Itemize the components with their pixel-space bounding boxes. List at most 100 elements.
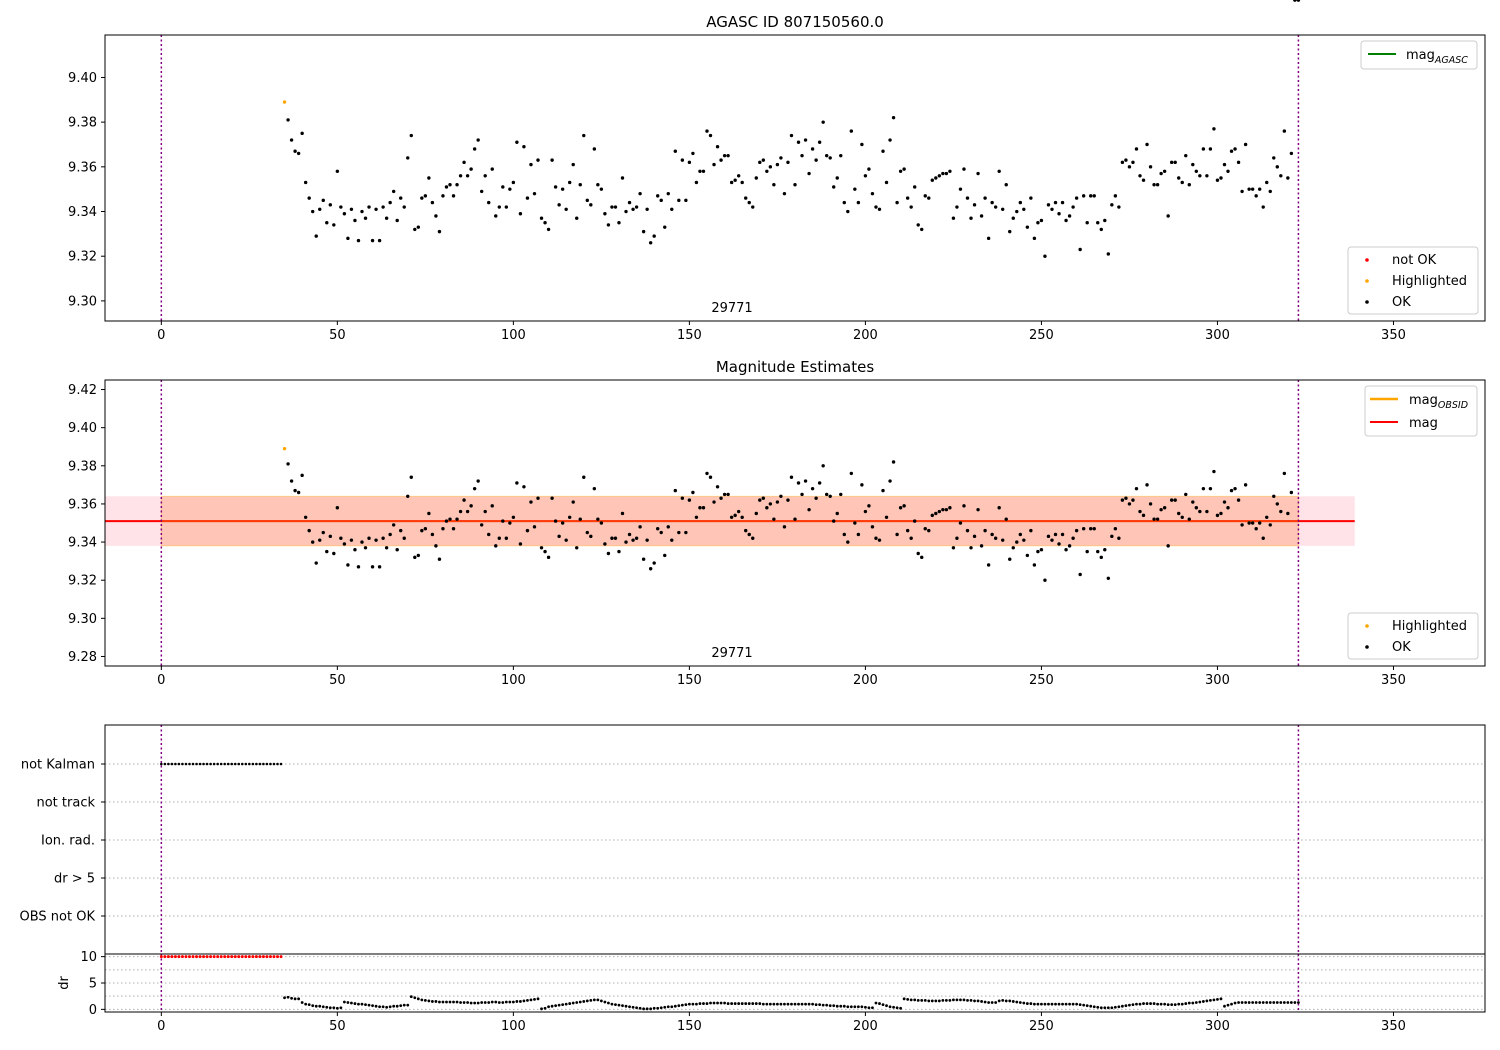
- not-ok-dr-point: [226, 955, 230, 959]
- ok-point: [490, 167, 494, 171]
- ok-point: [684, 198, 688, 203]
- ok-point: [1141, 513, 1146, 518]
- not-ok-dr-point: [170, 955, 174, 959]
- dr-point: [448, 1000, 452, 1004]
- x-tick-label: 50: [329, 673, 346, 688]
- ok-point: [856, 532, 861, 537]
- dr-point: [638, 1006, 642, 1010]
- dr-point: [473, 1001, 477, 1005]
- not-kalman-point: [240, 762, 244, 766]
- ok-point: [603, 542, 607, 546]
- dr-point: [687, 1002, 691, 1006]
- ok-point: [1194, 506, 1199, 510]
- ok-point: [416, 553, 421, 558]
- dr-point: [480, 1001, 484, 1004]
- dr-point: [948, 999, 952, 1002]
- ok-point: [546, 555, 551, 560]
- ok-point: [321, 530, 325, 535]
- ok-point: [638, 525, 642, 529]
- ok-point: [451, 527, 456, 531]
- ok-point: [1191, 500, 1195, 504]
- not-kalman-point: [272, 762, 276, 766]
- ok-point: [1050, 207, 1054, 211]
- dr-point: [374, 1004, 378, 1008]
- ok-point: [835, 176, 839, 180]
- x-tick-label: 200: [853, 328, 878, 343]
- ok-point: [1240, 189, 1244, 194]
- y-tick-label: 9.38: [68, 459, 97, 474]
- dr-point: [673, 1004, 677, 1008]
- ok-point: [1219, 176, 1223, 180]
- dr-point: [628, 1005, 631, 1009]
- ok-point: [1173, 160, 1177, 165]
- ok-point: [1099, 227, 1103, 232]
- ok-point: [1180, 180, 1184, 185]
- ok-point: [409, 133, 413, 138]
- ok-point: [1148, 165, 1153, 169]
- ok-point: [870, 191, 875, 196]
- ok-point: [420, 196, 424, 200]
- ok-point: [1212, 469, 1216, 474]
- ok-point: [708, 133, 713, 138]
- dr-point: [416, 997, 420, 1001]
- ok-point: [1011, 216, 1015, 220]
- ok-point: [430, 200, 435, 205]
- dr-point: [304, 1002, 308, 1006]
- dr-point: [1138, 1002, 1142, 1006]
- ok-point: [395, 218, 399, 223]
- ok-point: [754, 176, 758, 180]
- ok-point: [1110, 203, 1114, 207]
- ok-point: [332, 223, 336, 227]
- not-kalman-point: [212, 762, 216, 766]
- ok-point: [1229, 488, 1234, 493]
- legend-label-not-ok: not OK: [1392, 253, 1437, 268]
- not-kalman-point: [233, 762, 237, 766]
- dr-point: [610, 1002, 614, 1006]
- ok-point: [427, 176, 431, 180]
- not-kalman-point: [237, 762, 241, 766]
- ok-point: [1272, 494, 1276, 499]
- not-kalman-point: [160, 762, 163, 766]
- dr-point: [311, 1004, 315, 1008]
- ok-point: [529, 162, 533, 167]
- dr-point: [1025, 1002, 1029, 1005]
- ok-point: [1159, 507, 1163, 512]
- ok-point: [1046, 534, 1051, 539]
- ok-point: [406, 494, 410, 499]
- ok-point: [958, 187, 963, 191]
- ok-point: [920, 227, 924, 232]
- ok-point: [532, 525, 537, 529]
- not-ok-dr-point: [258, 955, 262, 959]
- dr-point: [1096, 1005, 1100, 1009]
- ok-point: [1064, 547, 1068, 552]
- dr-point: [1265, 1001, 1269, 1004]
- dr-point: [1001, 999, 1005, 1002]
- ok-point: [1173, 498, 1177, 502]
- dr-point: [695, 1002, 698, 1006]
- dr-point: [1156, 1002, 1160, 1006]
- ok-point: [469, 167, 473, 171]
- not-ok-dr-point: [219, 955, 223, 959]
- dr-point: [1282, 1001, 1286, 1004]
- ok-point: [842, 532, 846, 537]
- ok-point: [289, 479, 294, 483]
- legend-label-mag: mag: [1406, 48, 1435, 63]
- ok-point: [1233, 147, 1237, 151]
- dr-point: [392, 1004, 396, 1008]
- ok-point: [515, 140, 519, 144]
- ok-point: [479, 189, 484, 194]
- dr-point: [1177, 1002, 1181, 1006]
- ok-point: [867, 167, 871, 171]
- ok-point: [641, 557, 646, 561]
- ok-point: [451, 194, 456, 198]
- ok-point: [1071, 205, 1075, 209]
- dr-point: [709, 1001, 712, 1005]
- ok-point: [1205, 509, 1209, 514]
- ok-point: [1180, 515, 1184, 519]
- y-tick-label: 9.34: [68, 205, 97, 220]
- x-tick-label: 0: [157, 1019, 165, 1034]
- ok-point: [842, 200, 846, 205]
- ok-point: [1127, 165, 1132, 169]
- not-kalman-point: [255, 762, 258, 766]
- dr-point: [952, 998, 955, 1002]
